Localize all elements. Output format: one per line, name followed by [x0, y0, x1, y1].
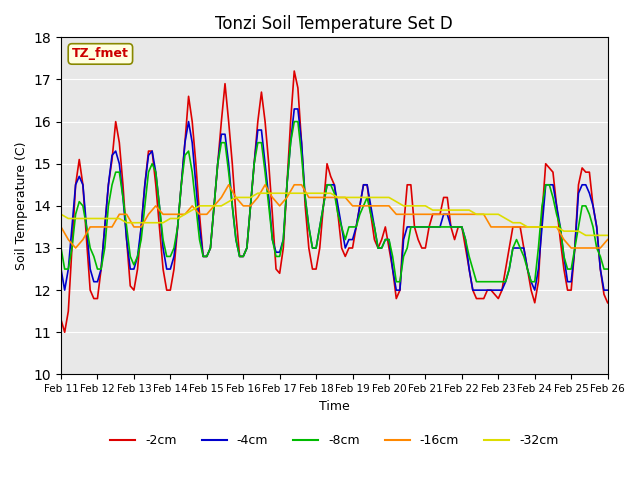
- -2cm: [604, 300, 611, 306]
- -8cm: [447, 224, 455, 230]
- -16cm: [72, 245, 79, 251]
- -4cm: [61, 287, 68, 293]
- -32cm: [57, 211, 65, 217]
- -32cm: [349, 194, 356, 200]
- -16cm: [422, 211, 429, 217]
- Title: Tonzi Soil Temperature Set D: Tonzi Soil Temperature Set D: [216, 15, 453, 33]
- -32cm: [429, 207, 436, 213]
- -2cm: [396, 287, 404, 293]
- X-axis label: Time: Time: [319, 400, 349, 413]
- -4cm: [604, 287, 611, 293]
- -8cm: [392, 279, 400, 285]
- -2cm: [600, 291, 608, 297]
- -32cm: [108, 216, 116, 221]
- -32cm: [582, 232, 589, 238]
- -32cm: [502, 216, 509, 221]
- -8cm: [396, 279, 404, 285]
- -4cm: [411, 224, 419, 230]
- -8cm: [57, 245, 65, 251]
- -8cm: [600, 266, 608, 272]
- -8cm: [291, 119, 298, 124]
- -32cm: [254, 191, 262, 196]
- -2cm: [61, 329, 68, 335]
- Legend: -2cm, -4cm, -8cm, -16cm, -32cm: -2cm, -4cm, -8cm, -16cm, -32cm: [105, 430, 563, 453]
- Line: -16cm: -16cm: [61, 185, 607, 248]
- -16cm: [57, 224, 65, 230]
- -16cm: [436, 211, 444, 217]
- -2cm: [447, 224, 455, 230]
- -4cm: [57, 266, 65, 272]
- Line: -4cm: -4cm: [61, 109, 607, 290]
- -16cm: [356, 203, 364, 209]
- -2cm: [411, 224, 419, 230]
- -8cm: [327, 182, 335, 188]
- -16cm: [261, 182, 269, 188]
- -2cm: [254, 119, 262, 124]
- -8cm: [411, 224, 419, 230]
- Line: -8cm: -8cm: [61, 121, 607, 282]
- -16cm: [225, 182, 232, 188]
- Text: TZ_fmet: TZ_fmet: [72, 48, 129, 60]
- -32cm: [246, 194, 254, 200]
- -4cm: [254, 127, 262, 133]
- -16cm: [604, 237, 611, 242]
- -4cm: [396, 287, 404, 293]
- -32cm: [414, 203, 422, 209]
- -16cm: [115, 211, 123, 217]
- -16cm: [509, 224, 516, 230]
- -4cm: [600, 287, 608, 293]
- Line: -2cm: -2cm: [61, 71, 607, 332]
- -8cm: [250, 161, 258, 167]
- Line: -32cm: -32cm: [61, 193, 607, 235]
- -2cm: [330, 182, 338, 188]
- Y-axis label: Soil Temperature (C): Soil Temperature (C): [15, 142, 28, 270]
- -4cm: [447, 224, 455, 230]
- -4cm: [291, 106, 298, 112]
- -2cm: [291, 68, 298, 74]
- -8cm: [604, 266, 611, 272]
- -32cm: [604, 232, 611, 238]
- -4cm: [330, 182, 338, 188]
- -2cm: [57, 317, 65, 323]
